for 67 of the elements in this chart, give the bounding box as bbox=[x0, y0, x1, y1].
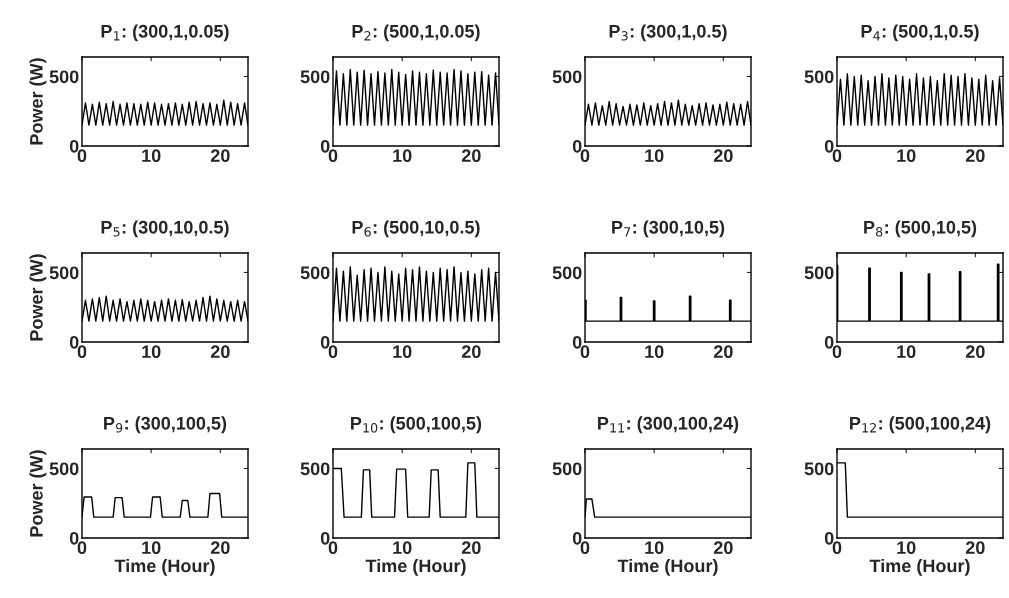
y-tick-label: 500 bbox=[300, 462, 330, 476]
y-tick-label: 0 bbox=[824, 531, 834, 545]
y-tick-label: 0 bbox=[824, 335, 834, 349]
chart-title: P$_{2}$: (500,1,0.05) bbox=[352, 24, 480, 42]
x-tick-label: 20 bbox=[461, 541, 481, 555]
y-tick-label: 500 bbox=[49, 266, 79, 280]
y-tick-label: 0 bbox=[320, 335, 330, 349]
x-tick-label: 10 bbox=[393, 541, 412, 555]
y-tick-label: 0 bbox=[69, 335, 79, 349]
y-tick-label: 0 bbox=[572, 531, 582, 545]
x-tick-label: 10 bbox=[393, 149, 412, 163]
x-tick-label: 20 bbox=[713, 149, 733, 163]
y-tick-label: 500 bbox=[552, 462, 582, 476]
x-tick-label: 10 bbox=[645, 149, 664, 163]
y-axis-title: Power (W) bbox=[29, 450, 47, 537]
y-tick-label: 0 bbox=[572, 335, 582, 349]
y-axis-title: Power (W) bbox=[29, 254, 47, 341]
x-tick-label: 20 bbox=[713, 345, 733, 359]
x-axis-title: Time (Hour) bbox=[365, 559, 466, 576]
chart-title: P$_{6}$: (500,10,0.5) bbox=[352, 220, 480, 238]
y-tick-label: 500 bbox=[552, 266, 582, 280]
y-tick-label: 500 bbox=[49, 462, 79, 476]
x-tick-label: 10 bbox=[142, 149, 161, 163]
x-tick-label: 10 bbox=[393, 345, 412, 359]
x-tick-label: 20 bbox=[461, 345, 481, 359]
chart-title: P$_{1}$: (300,1,0.05) bbox=[101, 24, 229, 42]
y-tick-label: 0 bbox=[69, 139, 79, 153]
y-tick-label: 0 bbox=[824, 139, 834, 153]
chart-title: P$_{11}$: (300,100,24) bbox=[598, 416, 739, 434]
y-tick-label: 0 bbox=[320, 531, 330, 545]
chart-title: P$_{10}$: (500,100,5) bbox=[351, 416, 482, 434]
x-tick-label: 20 bbox=[713, 541, 733, 555]
y-tick-label: 500 bbox=[804, 70, 834, 84]
x-axis-title: Time (Hour) bbox=[114, 559, 215, 576]
y-tick-label: 500 bbox=[804, 462, 834, 476]
y-tick-label: 500 bbox=[804, 266, 834, 280]
chart-title: P$_{8}$: (500,10,5) bbox=[864, 220, 977, 238]
chart-title: P$_{4}$: (500,1,0.5) bbox=[861, 24, 979, 42]
x-tick-label: 20 bbox=[965, 541, 985, 555]
x-tick-label: 20 bbox=[965, 149, 985, 163]
chart-title: P$_{7}$: (300,10,5) bbox=[612, 220, 725, 238]
x-tick-label: 20 bbox=[461, 149, 481, 163]
x-axis-title: Time (Hour) bbox=[617, 559, 718, 576]
y-tick-label: 0 bbox=[69, 531, 79, 545]
y-tick-label: 500 bbox=[300, 70, 330, 84]
x-tick-label: 20 bbox=[210, 345, 230, 359]
x-axis-title: Time (Hour) bbox=[869, 559, 970, 576]
y-tick-label: 0 bbox=[572, 139, 582, 153]
x-tick-label: 10 bbox=[645, 345, 664, 359]
x-tick-label: 10 bbox=[142, 345, 161, 359]
y-axis-title: Power (W) bbox=[29, 58, 47, 145]
chart-title: P$_{12}$: (500,100,24) bbox=[850, 416, 991, 434]
x-tick-label: 10 bbox=[897, 541, 916, 555]
chart-title: P$_{9}$: (300,100,5) bbox=[104, 416, 227, 434]
x-tick-label: 20 bbox=[210, 149, 230, 163]
chart-title: P$_{3}$: (300,1,0.5) bbox=[609, 24, 727, 42]
y-tick-label: 500 bbox=[552, 70, 582, 84]
y-tick-label: 500 bbox=[300, 266, 330, 280]
x-tick-label: 10 bbox=[645, 541, 664, 555]
x-tick-label: 10 bbox=[897, 345, 916, 359]
x-tick-label: 20 bbox=[965, 345, 985, 359]
x-tick-label: 10 bbox=[897, 149, 916, 163]
y-tick-label: 500 bbox=[49, 70, 79, 84]
x-tick-label: 20 bbox=[210, 541, 230, 555]
y-tick-label: 0 bbox=[320, 139, 330, 153]
chart-title: P$_{5}$: (300,10,0.5) bbox=[101, 220, 229, 238]
x-tick-label: 10 bbox=[142, 541, 161, 555]
